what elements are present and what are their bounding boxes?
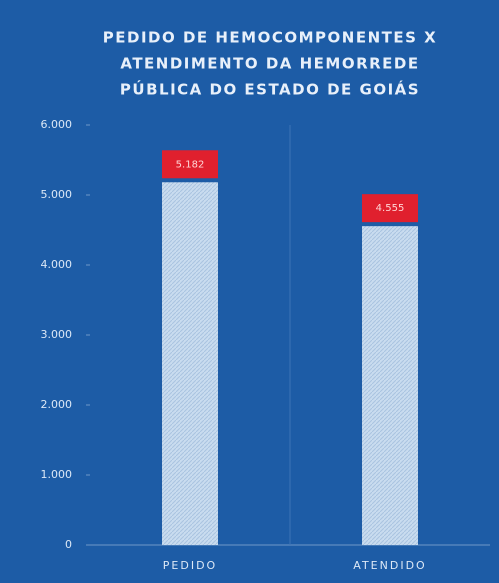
x-tick-label: PEDIDO xyxy=(163,559,217,572)
y-tick-label: 3.000 xyxy=(41,328,73,341)
data-label-box xyxy=(362,194,418,223)
bar xyxy=(362,226,418,545)
bar xyxy=(162,182,218,545)
data-label: 5.182 xyxy=(176,159,205,170)
y-tick-label: 4.000 xyxy=(41,258,73,271)
x-tick-label: ATENDIDO xyxy=(353,559,426,572)
y-tick-label: 1.000 xyxy=(41,468,73,481)
chart-title: ATENDIMENTO DA HEMORREDE xyxy=(120,55,419,73)
y-tick-label: 2.000 xyxy=(41,398,73,411)
chart-title: PÚBLICA DO ESTADO DE GOIÁS xyxy=(120,80,420,99)
y-tick-label: 0 xyxy=(65,538,72,551)
y-tick-label: 6.000 xyxy=(41,118,73,131)
y-tick-label: 5.000 xyxy=(41,188,73,201)
chart-title: PEDIDO DE HEMOCOMPONENTES X xyxy=(103,29,437,47)
data-label: 4.555 xyxy=(376,203,405,214)
data-label-box xyxy=(162,150,218,179)
